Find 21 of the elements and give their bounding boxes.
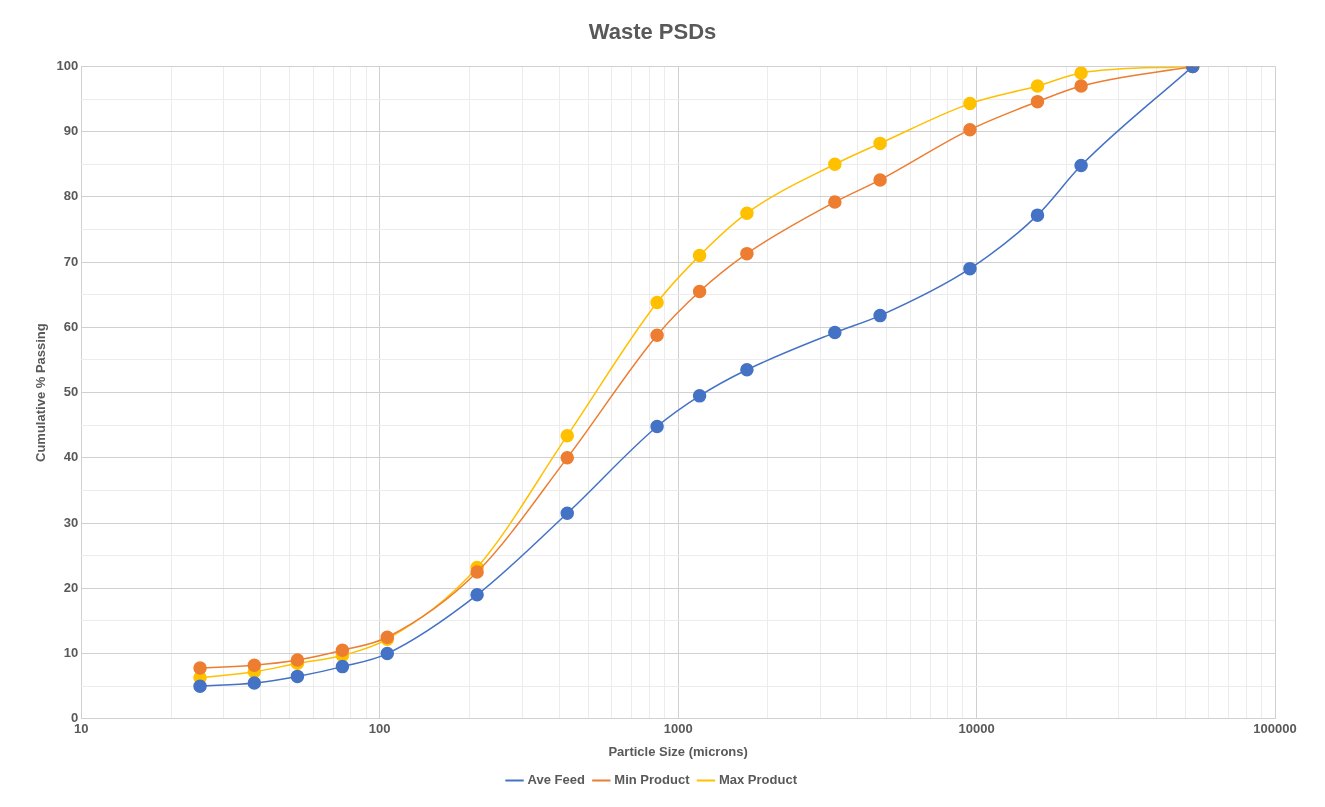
x-tick-label: 100 [368, 721, 391, 737]
y-tick-label: 90 [63, 123, 79, 139]
y-tick-label: 20 [63, 579, 79, 595]
x-tick-label: 10000 [958, 721, 995, 737]
x-tick-label: 100000 [1253, 721, 1297, 737]
y-tick-label: 80 [63, 188, 79, 204]
legend-label: Max Product [718, 772, 798, 788]
legend-label: Ave Feed [527, 772, 585, 788]
y-tick-label: 70 [63, 253, 79, 269]
x-axis-title: Particle Size (microns) [608, 743, 748, 759]
x-tick-label: 1000 [663, 721, 693, 737]
y-tick-label: 100 [56, 57, 79, 73]
y-tick-label: 30 [63, 514, 79, 530]
y-tick-label: 50 [63, 384, 79, 400]
x-tick-label: 10 [74, 721, 89, 737]
legend-label: Min Product [614, 772, 691, 788]
y-tick-label: 60 [63, 318, 79, 334]
y-tick-label: 10 [63, 645, 79, 661]
y-tick-label: 40 [63, 449, 79, 465]
y-axis-title: Cumulative % Passing [33, 323, 49, 462]
chart-title: Waste PSDs [588, 19, 717, 45]
